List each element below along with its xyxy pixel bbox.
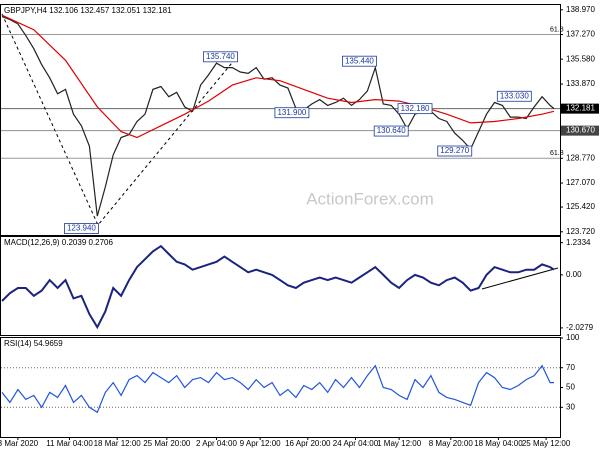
fib-level-label: 61.8 — [550, 26, 564, 33]
annotation-box — [203, 51, 238, 63]
x-tick-label: 24 Apr 04:00 — [333, 439, 379, 448]
annotation-box — [373, 125, 409, 137]
annotation-label: 123.940 — [67, 224, 96, 233]
pane-title: MACD(12,26,9) 0.2039 0.2706 — [4, 238, 114, 247]
annotation-box — [342, 55, 377, 67]
y-tick-label: 123.720 — [566, 227, 595, 236]
y-tick-label: 70 — [566, 363, 575, 372]
x-tick-label: 25 Mar 20:00 — [143, 439, 191, 448]
macd-pane — [0, 236, 561, 336]
price-box-label: 132.181 — [566, 104, 595, 113]
annotation-box — [496, 90, 532, 102]
pane-title: RSI(14) 54.9659 — [4, 339, 63, 348]
y-tick-label: 50 — [566, 383, 575, 392]
x-tick-label: 25 May 12:00 — [522, 439, 571, 448]
x-tick-label: 11 Mar 04:00 — [46, 439, 93, 448]
y-tick-label: 133.870 — [566, 79, 595, 88]
annotation-label: 130.640 — [377, 126, 406, 135]
x-tick-label: 3 Mar 2020 — [0, 439, 39, 448]
y-tick-label: 125.420 — [566, 202, 595, 211]
annotation-label: 135.440 — [345, 56, 374, 65]
y-tick-label: 138.970 — [566, 5, 595, 14]
annotation-box — [397, 103, 433, 115]
y-tick-label: 127.070 — [566, 178, 595, 187]
annotation-label: 135.740 — [206, 52, 235, 61]
macd-trendline — [481, 267, 559, 290]
annotation-label: 132.180 — [401, 104, 430, 113]
annotation-label: 129.270 — [440, 146, 469, 155]
fib-level-label: 61.8 — [550, 150, 564, 157]
x-tick-label: 1 May 12:00 — [377, 439, 422, 448]
annotation-box — [274, 107, 310, 119]
y-tick-label: 1.2334 — [566, 238, 591, 247]
x-tick-label: 18 Mar 12:00 — [94, 439, 142, 448]
series-line — [1, 244, 555, 330]
x-tick-label: 2 Apr 04:00 — [196, 439, 237, 448]
annotation-box — [437, 145, 473, 157]
series-line — [1, 14, 555, 139]
y-tick-label: 137.270 — [566, 30, 595, 39]
price-pane — [0, 4, 561, 236]
pane-title: GBPJPY,H4 132.106 132.457 132.051 132.18… — [4, 6, 172, 15]
watermark: ActionForex.com — [306, 189, 434, 208]
y-tick-label: 135.580 — [566, 54, 595, 63]
annotation-label: 131.900 — [277, 108, 306, 117]
x-tick-label: 9 Apr 12:00 — [240, 439, 281, 448]
y-tick-label: -2.0279 — [566, 323, 594, 332]
y-tick-label: 0.00 — [566, 270, 582, 279]
x-tick-label: 16 Apr 20:00 — [285, 439, 331, 448]
y-tick-label: 128.770 — [566, 153, 595, 162]
y-tick-label: 100 — [566, 333, 580, 342]
y-tick-label: 30 — [566, 402, 575, 411]
price-box — [561, 103, 599, 114]
price-box — [561, 125, 599, 136]
price-box-label: 130.670 — [566, 126, 595, 135]
series-line — [1, 16, 555, 217]
annotation-box — [64, 223, 99, 234]
annotation-label: 133.030 — [500, 91, 529, 100]
x-tick-label: 8 May 20:00 — [429, 439, 474, 448]
series-line — [1, 364, 554, 414]
x-tick-label: 18 May 04:00 — [474, 439, 523, 448]
